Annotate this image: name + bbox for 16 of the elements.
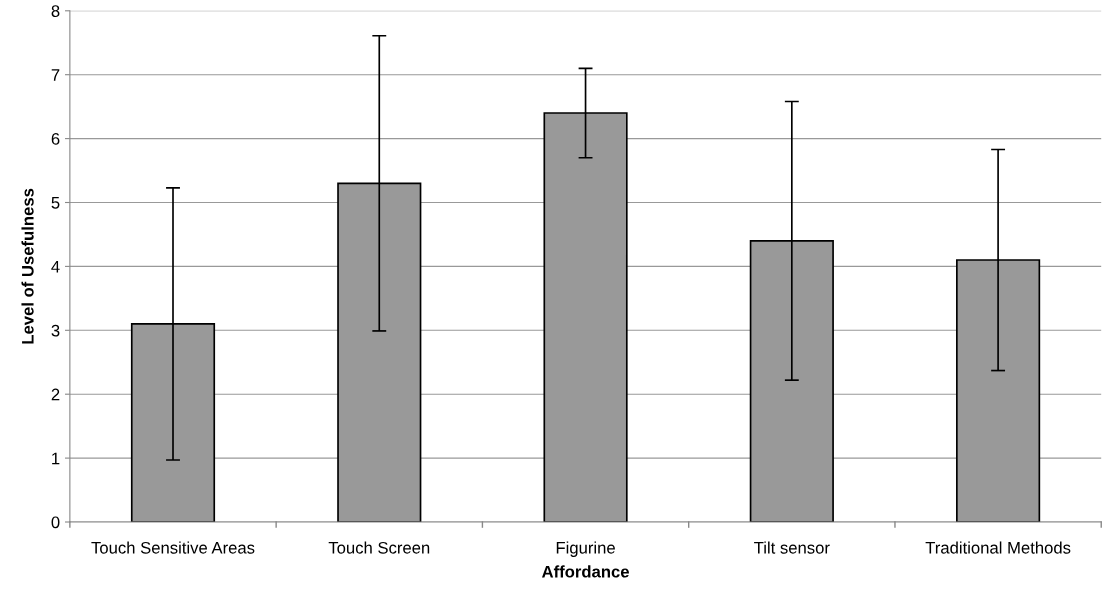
x-axis-title: Affordance	[541, 565, 629, 578]
y-tick-label: 5	[51, 197, 60, 209]
y-tick-label: 3	[51, 324, 60, 337]
y-tick-label: 8	[51, 5, 60, 17]
y-tick-label: 7	[51, 69, 60, 81]
x-tick-label: Tilt sensor	[754, 541, 830, 554]
y-tick-label: 1	[52, 452, 60, 465]
y-tick-label: 4	[51, 260, 60, 273]
y-axis-title: Level of Usefulness	[21, 188, 34, 344]
x-tick-label: Figurine	[556, 541, 615, 557]
x-tick-label: Touch Sensitive Areas	[91, 541, 255, 554]
x-tick-label: Traditional Methods	[925, 541, 1071, 554]
y-tick-label: 2	[51, 388, 60, 401]
x-tick-label: Touch Screen	[328, 541, 430, 554]
y-tick-label: 6	[51, 133, 60, 145]
y-tick-label: 0	[51, 516, 60, 529]
